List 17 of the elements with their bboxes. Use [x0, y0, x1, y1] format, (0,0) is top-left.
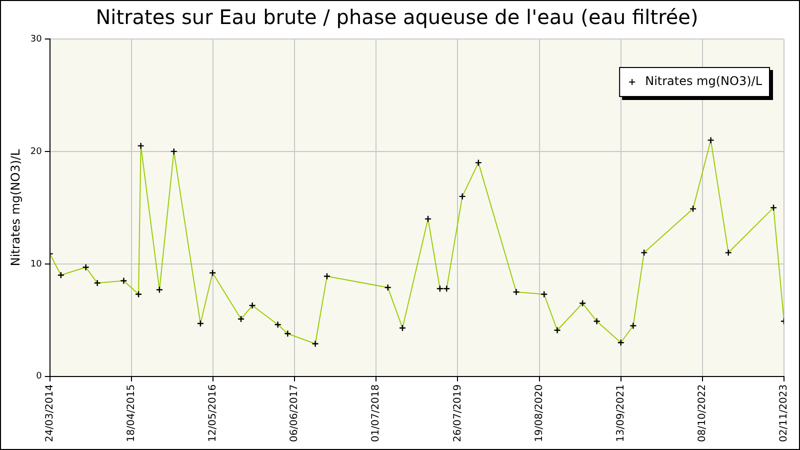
- x-tick-label: 13/09/2021: [615, 384, 626, 442]
- x-tick-label: 01/07/2018: [370, 384, 382, 442]
- x-tick-label: 24/03/2014: [44, 384, 56, 442]
- x-tick-label: 02/11/2023: [778, 384, 790, 442]
- y-tick-label: 20: [30, 146, 42, 157]
- y-tick-label: 0: [36, 372, 42, 382]
- y-tick-label: 30: [30, 34, 42, 44]
- x-tick-label: 26/07/2019: [452, 384, 464, 442]
- x-tick-label: 18/04/2015: [126, 384, 138, 442]
- x-tick-label: 08/10/2022: [697, 384, 708, 442]
- legend-label: Nitrates mg(NO3)/L: [645, 74, 762, 88]
- x-tick-label: 19/08/2020: [534, 384, 545, 442]
- chart-title: Nitrates sur Eau brute / phase aqueuse de l'eau (eau filtrée): [96, 5, 698, 30]
- x-tick-label: 12/05/2016: [208, 384, 219, 442]
- y-tick-label: 10: [30, 259, 42, 270]
- y-axis-title: Nitrates mg(NO3)/L: [8, 148, 22, 266]
- x-tick-label: 06/06/2017: [289, 384, 300, 442]
